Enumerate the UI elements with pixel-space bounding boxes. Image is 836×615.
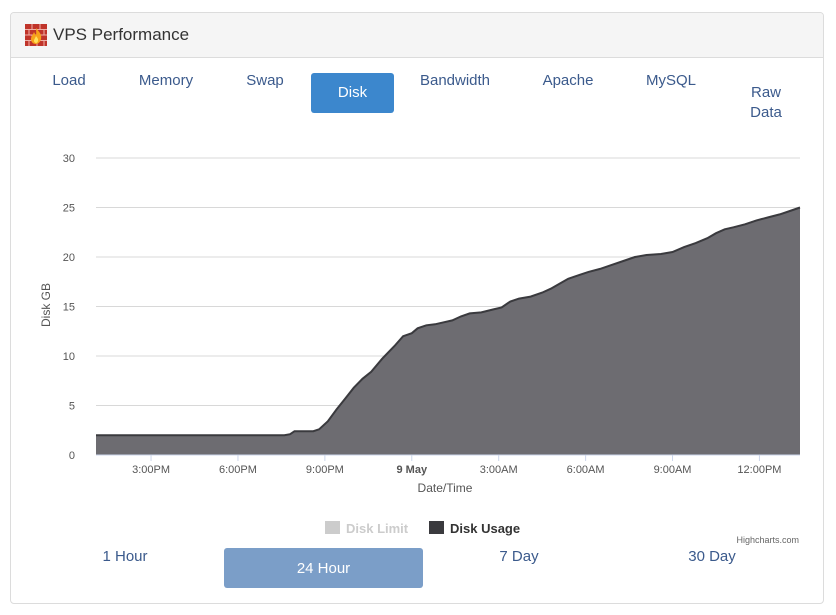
y-tick-label: 0 [69,450,75,462]
y-tick-label: 10 [63,351,75,363]
y-tick-label: 20 [63,252,75,264]
range-30-day[interactable]: 30 Day [688,547,736,565]
legend-disk-limit[interactable]: Disk Limit [325,521,409,536]
disk-usage-area [96,207,800,455]
x-tick-labels: 3:00PM 6:00PM 9:00PM 9 May 3:00AM 6:00AM 9:00A… [132,455,781,476]
x-tick-label: 9:00AM [654,464,692,476]
legend-disk-usage-swatch [429,521,444,534]
y-tick-label: 5 [69,401,75,413]
tab-raw-data[interactable]: Raw Data [750,84,782,121]
y-tick-label: 25 [63,203,75,215]
y-axis-label: Disk GB [39,283,53,327]
tab-swap[interactable]: Swap [246,72,284,89]
tab-bandwidth[interactable]: Bandwidth [419,72,491,89]
tab-mysql[interactable]: MySQL [645,72,696,89]
range-24-hour[interactable]: 24 Hour [224,548,423,588]
panel-header: VPS Performance [11,13,823,58]
y-tick-label: 30 [63,153,75,165]
legend-disk-limit-label: Disk Limit [346,521,409,536]
x-tick-label: 6:00AM [567,464,605,476]
x-tick-label: 3:00PM [132,464,170,476]
panel-title: VPS Performance [53,25,190,44]
x-tick-label: 9:00PM [306,464,344,476]
range-1-hour[interactable]: 1 Hour [102,547,148,565]
x-tick-label: 6:00PM [219,464,257,476]
tab-memory[interactable]: Memory [138,72,194,89]
highcharts-credits[interactable]: Highcharts.com [736,535,799,545]
y-tick-labels: 0 5 10 15 20 25 30 [63,153,75,462]
tab-load[interactable]: Load [52,72,86,89]
y-tick-label: 15 [63,302,75,314]
range-7-day[interactable]: 7 Day [499,547,539,565]
legend-disk-usage-label: Disk Usage [450,521,520,536]
disk-usage-line [96,206,801,437]
x-tick-label: 9 May [396,464,427,476]
firewall-flame-icon [25,24,47,46]
tab-disk[interactable]: Disk [311,73,394,113]
legend-disk-limit-swatch [325,521,340,534]
x-tick-label: 12:00PM [737,464,781,476]
tab-apache[interactable]: Apache [542,72,594,89]
legend-disk-usage[interactable]: Disk Usage [429,521,520,536]
x-axis-label: Date/Time [418,481,473,495]
x-tick-label: 3:00AM [480,464,518,476]
